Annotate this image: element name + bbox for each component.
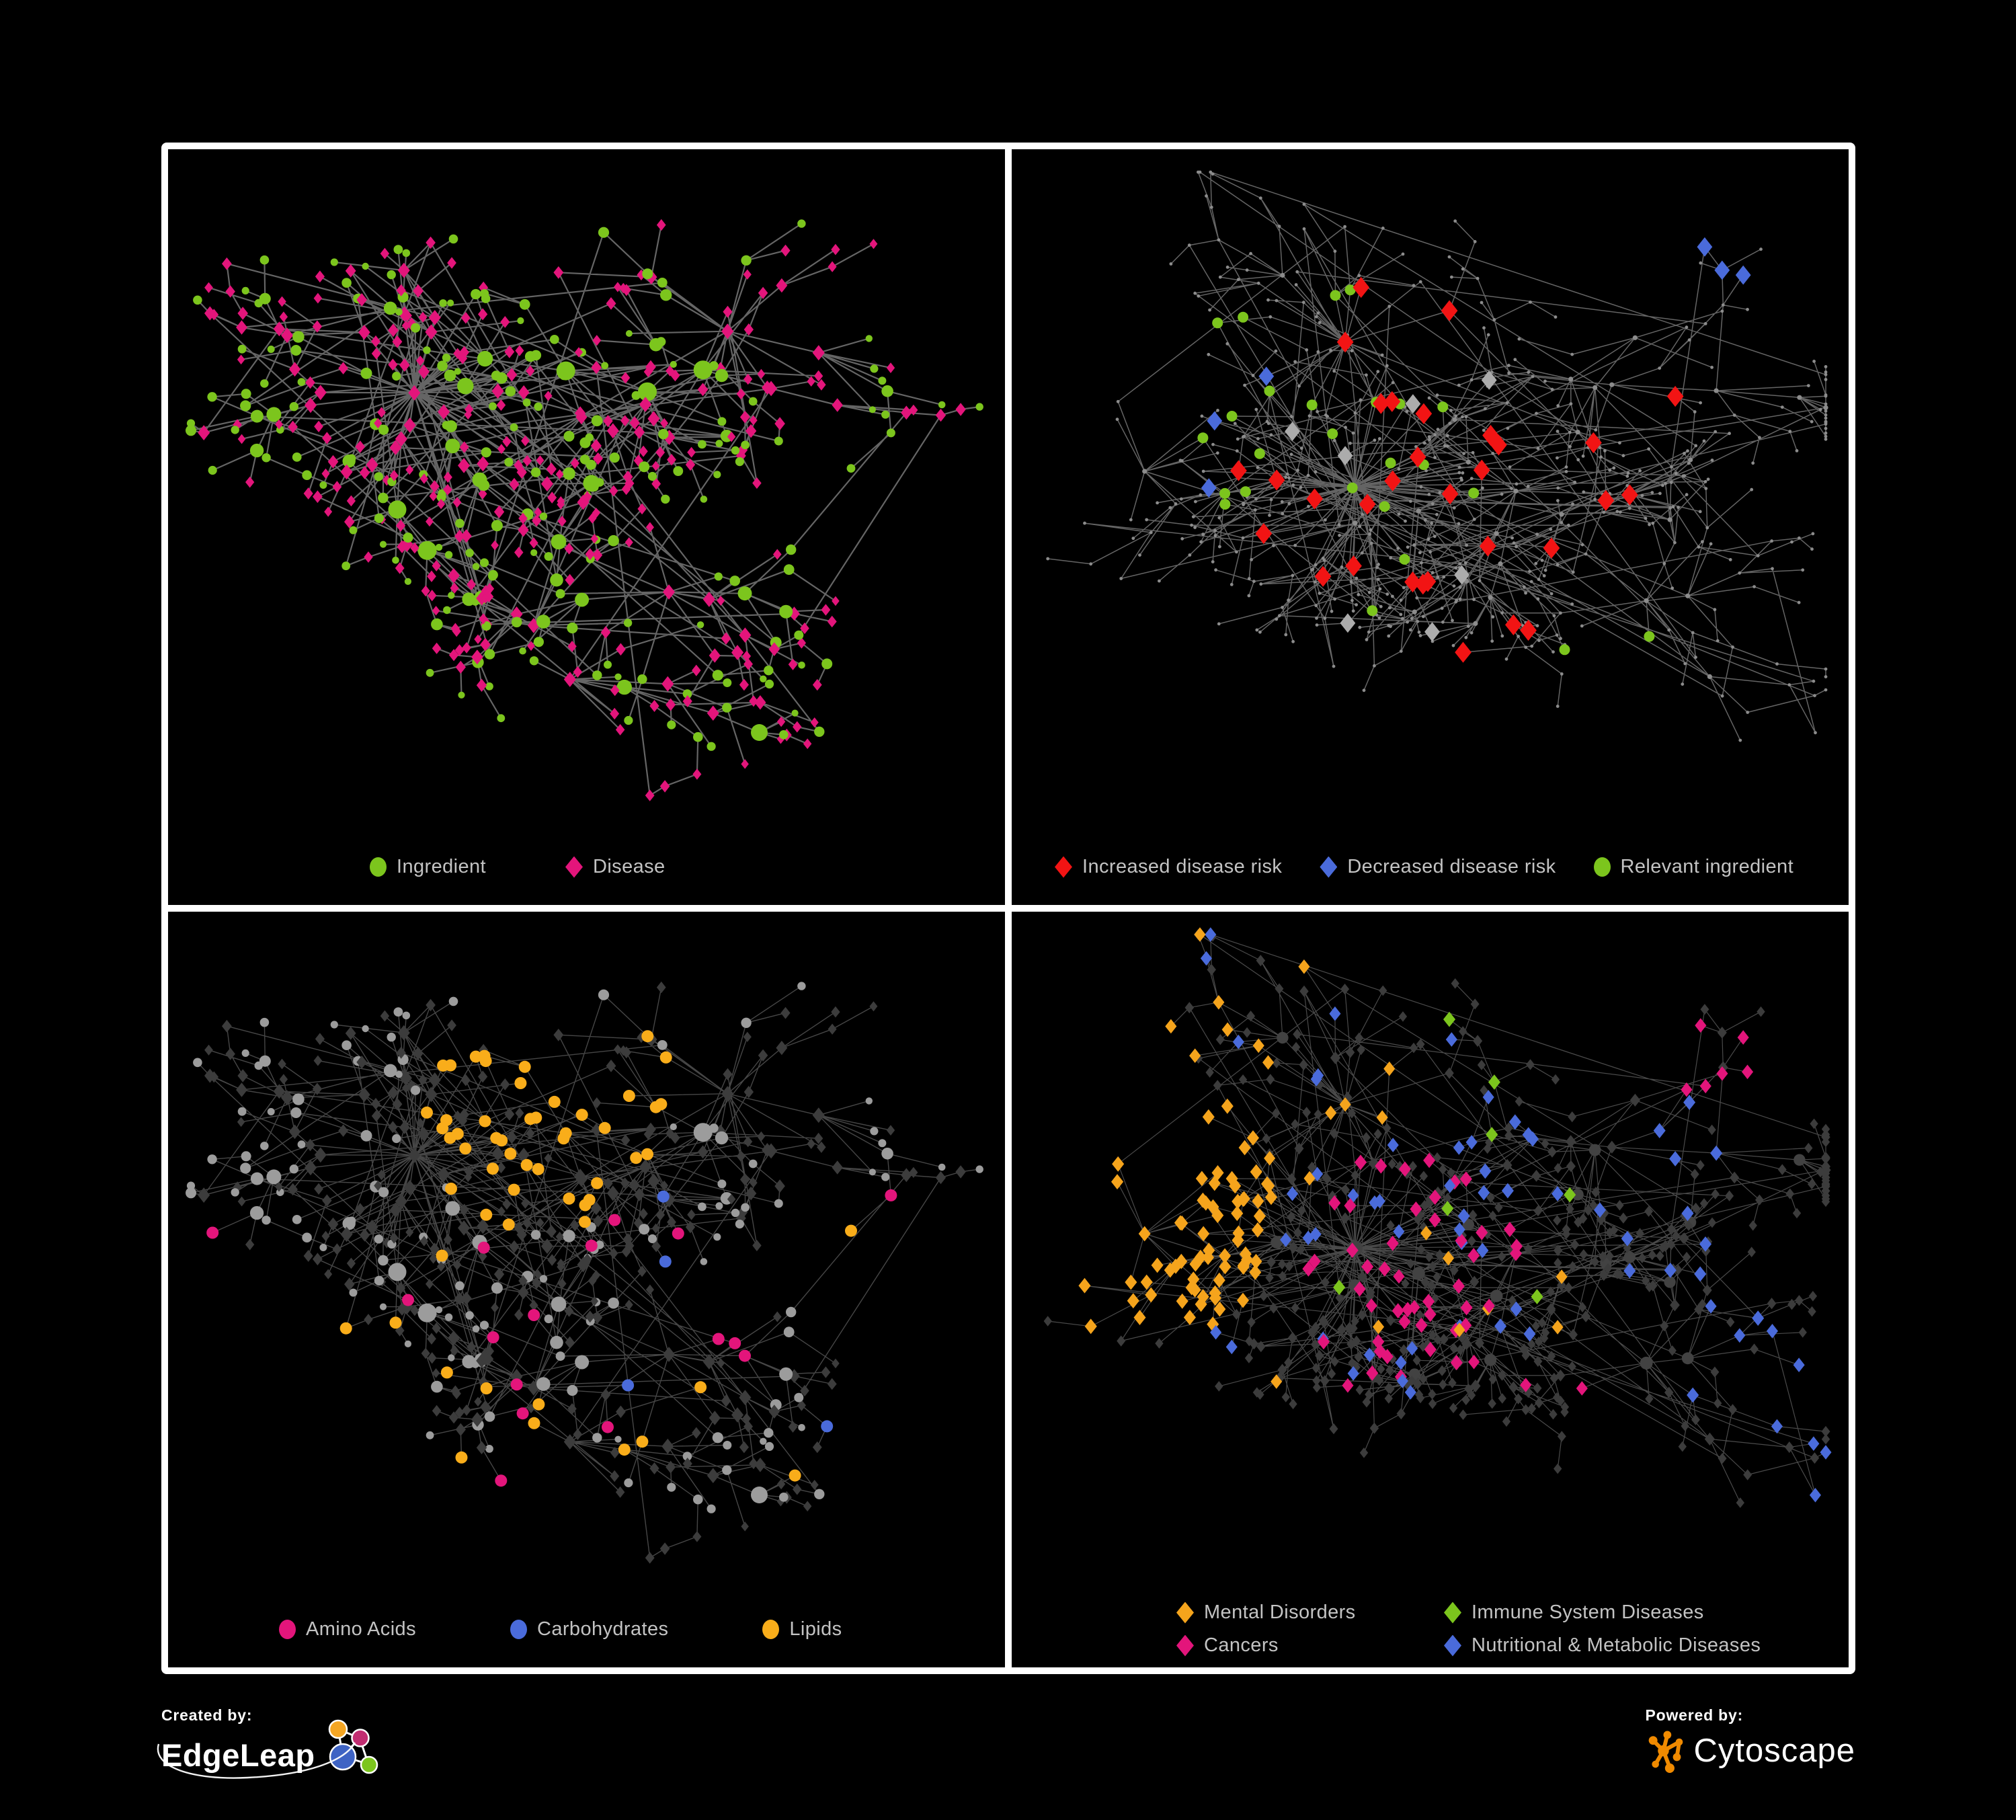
legend-label: Disease <box>593 856 666 877</box>
edgeleap-node-green <box>360 1755 378 1774</box>
graph-edges <box>190 223 980 797</box>
legend-item: Decreased disease risk <box>1320 856 1556 878</box>
created-by-label: Created by: <box>161 1706 253 1724</box>
legend-label: Increased disease risk <box>1082 856 1283 877</box>
edgeleap-brand-text: EdgeLeap <box>161 1737 315 1773</box>
graph-highlight-nodes <box>206 1030 897 1487</box>
legend-item: Lipids <box>762 1618 842 1640</box>
circle-swatch-icon <box>762 1620 780 1639</box>
network-canvas-disease-risk <box>1046 170 1828 742</box>
graph-edges <box>1047 171 1826 741</box>
circle-swatch-icon <box>1593 857 1611 877</box>
legend-ingredient-disease: Ingredient Disease <box>168 856 1005 878</box>
edgeleap-credit: Created by: EdgeLeap <box>157 1706 382 1781</box>
legend-item: Disease <box>565 856 666 878</box>
powered-by-label: Powered by: <box>1645 1706 1744 1724</box>
diamond-swatch-icon <box>1444 1601 1461 1624</box>
circle-swatch-icon <box>279 1620 296 1639</box>
legend-label: Decreased disease risk <box>1347 856 1556 877</box>
legend-disease-risk: Increased disease risk Decreased disease … <box>1012 856 1849 878</box>
network-canvas-ingredient-classes <box>186 981 983 1564</box>
diamond-swatch-icon <box>1176 1634 1194 1657</box>
legend-disease-categories: Mental Disorders Immune System Diseases Ca… <box>1012 1601 1849 1657</box>
cytoscape-logo-icon <box>1649 1731 1683 1773</box>
legend-label: Relevant ingredient <box>1620 856 1794 877</box>
legend-item: Immune System Diseases <box>1444 1601 1849 1624</box>
legend-item: Relevant ingredient <box>1593 856 1794 878</box>
edgeleap-logo-icon <box>328 1719 378 1774</box>
legend-label: Cancers <box>1204 1634 1279 1656</box>
cytoscape-brand-text: Cytoscape <box>1693 1732 1855 1769</box>
diamond-swatch-icon <box>1320 856 1338 878</box>
diamond-swatch-icon <box>565 856 583 878</box>
panel-ingredient-disease: Ingredient Disease <box>168 149 1005 905</box>
diamond-swatch-icon <box>1055 856 1072 878</box>
graph-edges <box>190 986 980 1558</box>
network-canvas-ingredient-disease <box>186 219 983 801</box>
circle-swatch-icon <box>370 857 387 877</box>
legend-item: Cancers <box>1176 1634 1444 1657</box>
circle-swatch-icon <box>510 1620 527 1639</box>
cytoscape-glyph-nodes <box>1649 1731 1683 1773</box>
legend-label: Ingredient <box>397 856 486 877</box>
panel-grid: Ingredient Disease Increased disease risk… <box>161 143 1855 1674</box>
legend-ingredient-classes: Amino Acids Carbohydrates Lipids <box>168 1618 1005 1640</box>
panel-disease-categories: Mental Disorders Immune System Diseases Ca… <box>1012 912 1849 1667</box>
legend-item: Nutritional & Metabolic Diseases <box>1444 1634 1849 1657</box>
legend-item: Carbohydrates <box>510 1618 668 1640</box>
legend-label: Mental Disorders <box>1204 1601 1356 1623</box>
graph-nodes <box>1046 170 1828 742</box>
edgeleap-node-blue <box>329 1743 356 1771</box>
panel-ingredient-classes: Amino Acids Carbohydrates Lipids <box>168 912 1005 1667</box>
edgeleap-node-magenta <box>350 1729 370 1747</box>
diamond-swatch-icon <box>1444 1634 1461 1657</box>
cytoscape-credit: Powered by: Cytoscape <box>1645 1706 1855 1773</box>
cytoscape-glyph-edges <box>1651 1733 1682 1770</box>
diamond-swatch-icon <box>1176 1601 1194 1624</box>
legend-item: Increased disease risk <box>1055 856 1282 878</box>
legend-label: Nutritional & Metabolic Diseases <box>1471 1634 1761 1656</box>
network-canvas-disease-categories <box>1043 927 1832 1508</box>
legend-label: Lipids <box>789 1618 842 1640</box>
graph-nodes <box>186 219 983 801</box>
legend-label: Amino Acids <box>306 1618 416 1640</box>
legend-item: Mental Disorders <box>1176 1601 1444 1624</box>
legend-label: Carbohydrates <box>536 1618 669 1640</box>
graph-nodes <box>186 981 983 1564</box>
panel-disease-risk: Increased disease risk Decreased disease … <box>1012 149 1849 905</box>
edgeleap-node-orange <box>328 1719 348 1739</box>
legend-item: Amino Acids <box>279 1618 416 1640</box>
legend-label: Immune System Diseases <box>1471 1601 1704 1623</box>
legend-item: Ingredient <box>370 856 486 878</box>
